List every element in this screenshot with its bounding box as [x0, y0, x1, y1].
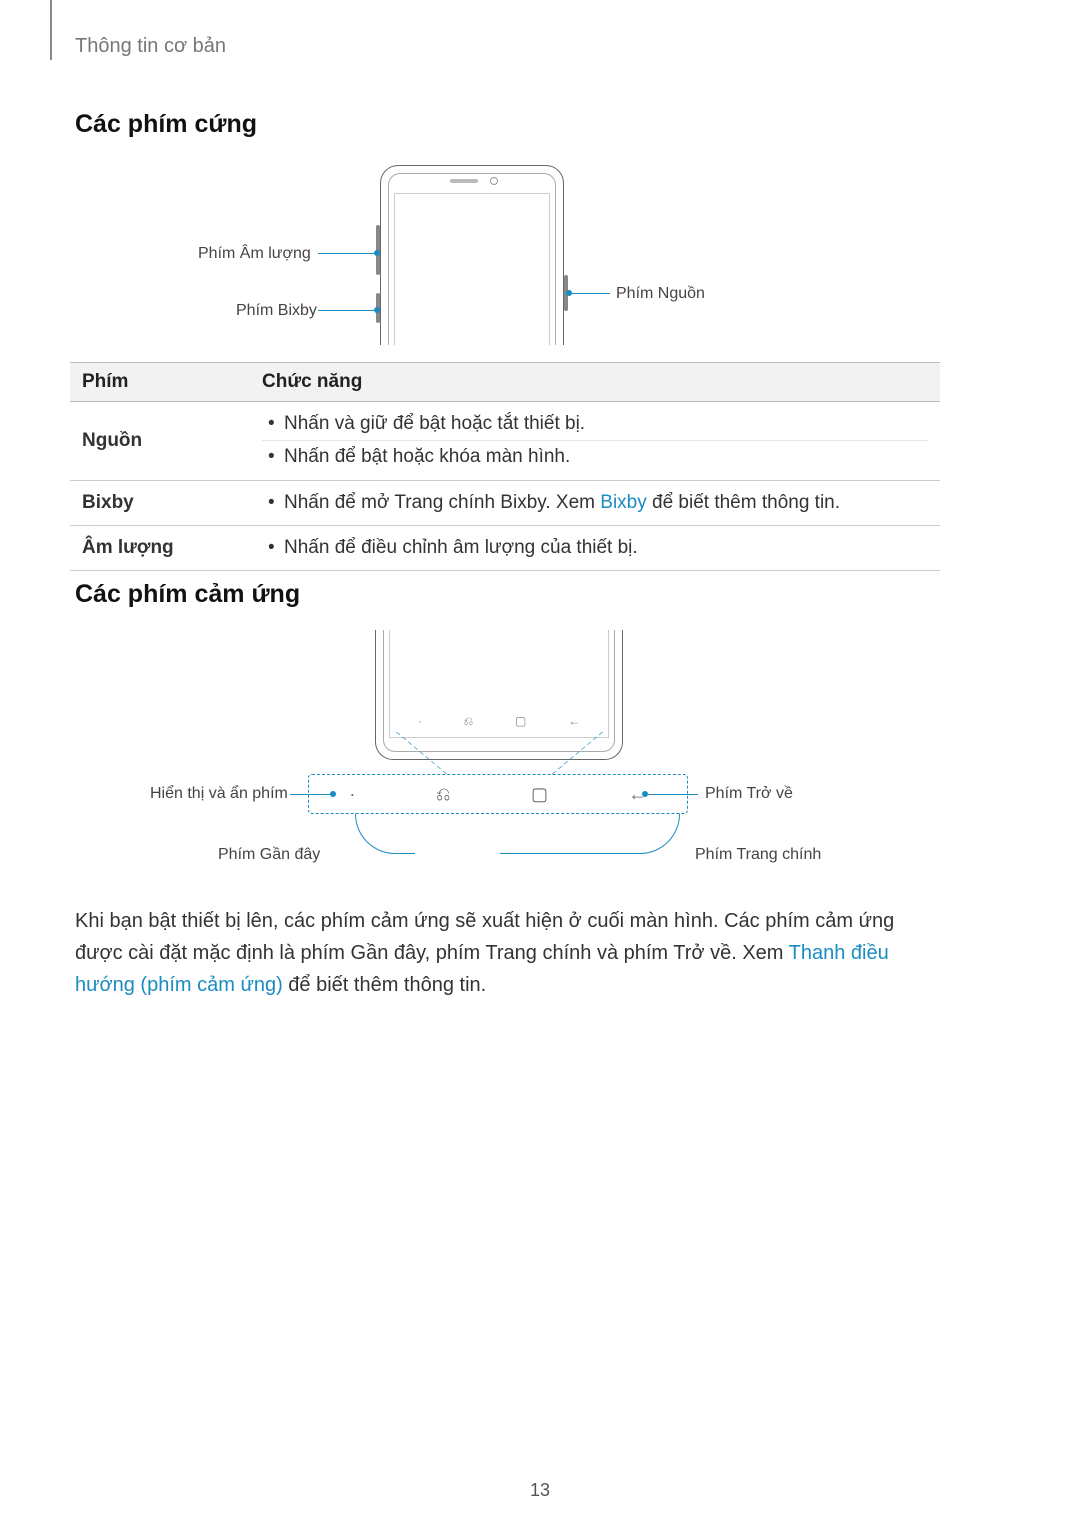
- callout-line: [318, 253, 376, 254]
- recent-label: Phím Gần đây: [218, 846, 320, 864]
- soft-keys-paragraph: Khi bạn bật thiết bị lên, các phím cảm ứ…: [75, 905, 945, 1001]
- hard-keys-table: Phím Chức năng Nguồn Nhấn và giữ để bật …: [70, 362, 940, 571]
- back-icon: ←: [568, 714, 580, 728]
- navbar-small: · ⎌ ▢ ←: [397, 710, 601, 732]
- front-camera-dot: [490, 177, 498, 185]
- table-func-bixby: Nhấn để mở Trang chính Bixby. Xem Bixby …: [250, 480, 940, 525]
- callout-line: [290, 794, 332, 795]
- dot-icon: ·: [418, 714, 422, 728]
- callout-dot: [374, 250, 380, 256]
- left-margin-mark: [50, 0, 52, 60]
- table-item: Nhấn và giữ để bật hoặc tắt thiết bị.: [262, 408, 928, 440]
- table-header-function: Chức năng: [250, 363, 940, 402]
- para-text-after: để biết thêm thông tin.: [283, 974, 486, 996]
- table-key-volume: Âm lượng: [70, 525, 250, 570]
- callout-dot: [374, 307, 380, 313]
- callout-dot: [566, 290, 572, 296]
- callout-line: [318, 310, 376, 311]
- table-item: Nhấn để bật hoặc khóa màn hình.: [262, 440, 928, 473]
- volume-label: Phím Âm lượng: [198, 245, 311, 263]
- table-key-bixby: Bixby: [70, 480, 250, 525]
- dot-icon: ·: [349, 784, 355, 805]
- page-number: 13: [0, 1480, 1080, 1501]
- page-header: Thông tin cơ bản: [75, 35, 226, 58]
- table-header-key: Phím: [70, 363, 250, 402]
- power-label: Phím Nguồn: [616, 285, 705, 303]
- bixby-label: Phím Bixby: [236, 302, 317, 320]
- table-item: Nhấn để mở Trang chính Bixby. Xem Bixby …: [262, 487, 928, 519]
- callout-curve: [500, 814, 680, 854]
- hard-keys-diagram: Phím Âm lượng Phím Bixby Phím Nguồn: [190, 165, 890, 345]
- callout-line: [570, 293, 610, 294]
- home-label: Phím Trang chính: [695, 846, 821, 864]
- section-title-hard-keys: Các phím cứng: [75, 110, 257, 139]
- back-label: Phím Trở về: [705, 785, 793, 803]
- recents-icon: ⎌: [464, 714, 474, 729]
- speaker-slot: [450, 179, 478, 183]
- table-item: Nhấn để điều chỉnh âm lượng của thiết bị…: [262, 532, 928, 564]
- home-icon: ▢: [515, 714, 526, 728]
- callout-line: [648, 794, 698, 795]
- callout-dot: [330, 791, 336, 797]
- home-icon: ▢: [531, 784, 548, 805]
- table-key-nguon: Nguồn: [70, 402, 250, 481]
- phone-screen: [394, 193, 550, 345]
- show-hide-label: Hiển thị và ẩn phím: [150, 785, 288, 803]
- soft-keys-diagram: · ⎌ ▢ ← · ⎌ ▢ ← Hiển thị và ẩn phím Phím…: [150, 630, 910, 880]
- table-func-volume: Nhấn để điều chỉnh âm lượng của thiết bị…: [250, 525, 940, 570]
- recents-icon: ⎌: [436, 784, 450, 805]
- section-title-soft-keys: Các phím cảm ứng: [75, 580, 300, 609]
- para-text-before: Khi bạn bật thiết bị lên, các phím cảm ứ…: [75, 910, 894, 964]
- navbar-enlarged: · ⎌ ▢ ←: [308, 774, 688, 814]
- callout-curve: [355, 814, 415, 854]
- table-func-nguon: Nhấn và giữ để bật hoặc tắt thiết bị. Nh…: [250, 402, 940, 481]
